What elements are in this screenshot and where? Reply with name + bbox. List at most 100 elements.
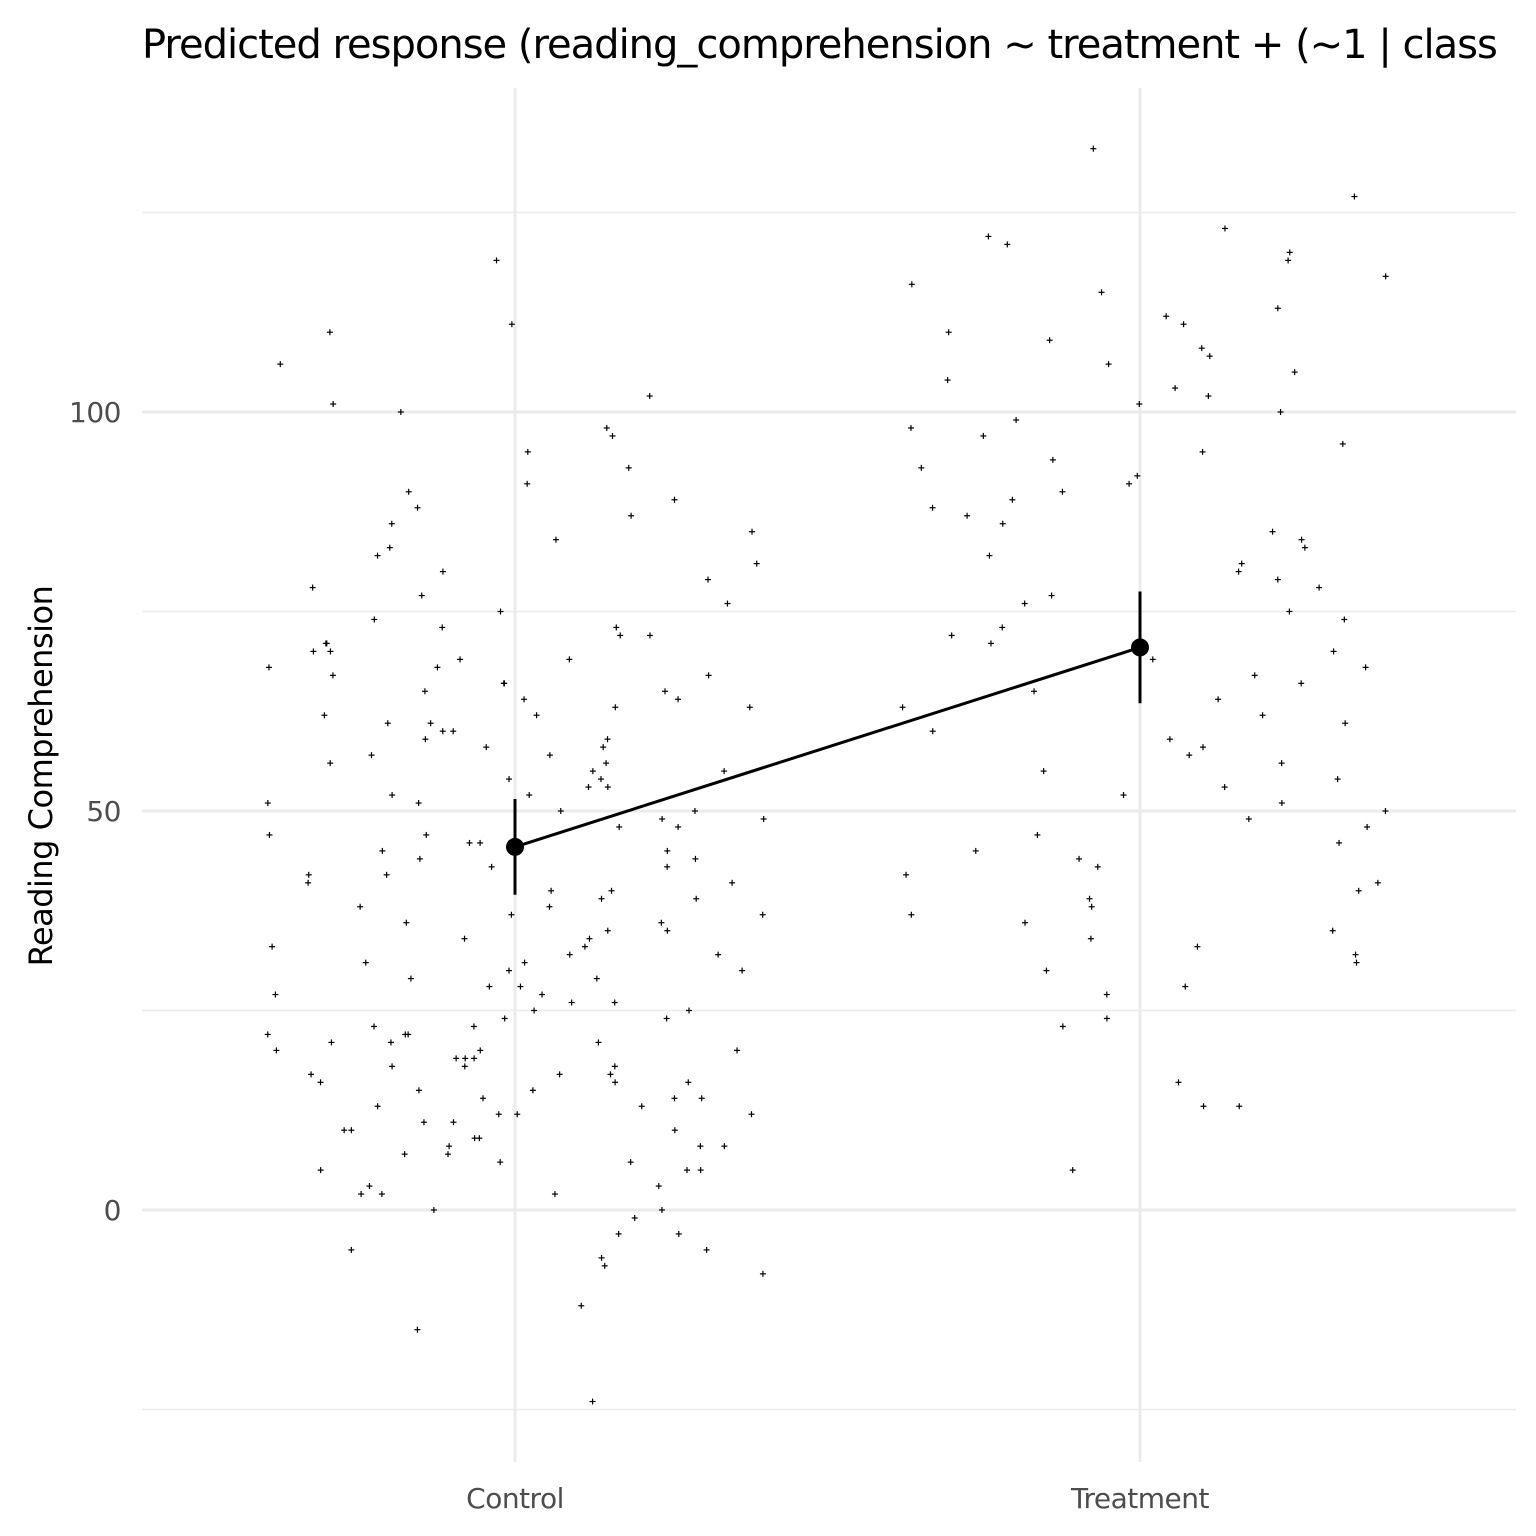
- data-point: [964, 512, 971, 519]
- data-point: [598, 1254, 605, 1261]
- data-point: [1382, 273, 1389, 280]
- data-point: [724, 600, 731, 607]
- data-point: [739, 967, 746, 974]
- data-point: [705, 576, 712, 583]
- data-point: [566, 951, 573, 958]
- data-point: [671, 1127, 678, 1134]
- data-point: [531, 1007, 538, 1014]
- data-point: [384, 720, 391, 727]
- data-point: [321, 712, 328, 719]
- data-point: [1199, 448, 1206, 455]
- data-point: [1126, 480, 1133, 487]
- data-point: [1022, 919, 1029, 926]
- data-point: [439, 624, 446, 631]
- data-point: [1278, 800, 1285, 807]
- data-point: [1269, 528, 1276, 535]
- data-point: [416, 855, 423, 862]
- data-point: [1059, 488, 1066, 495]
- data-point: [664, 863, 671, 870]
- data-point: [362, 959, 369, 966]
- data-point: [945, 329, 952, 336]
- data-point: [600, 744, 607, 751]
- data-point: [999, 520, 1006, 527]
- data-point: [1341, 616, 1348, 623]
- data-point: [748, 1111, 755, 1118]
- data-point: [309, 584, 316, 591]
- data-point: [546, 752, 553, 759]
- data-point: [521, 696, 528, 703]
- data-point: [617, 632, 624, 639]
- data-point: [603, 424, 610, 431]
- data-point: [664, 927, 671, 934]
- data-point: [1336, 839, 1343, 846]
- data-point: [495, 1111, 502, 1118]
- grid-layer: [142, 88, 1516, 1462]
- data-point: [371, 616, 378, 623]
- label-layer: 0 50 100 Control Treatment: [69, 396, 1210, 1515]
- data-point: [721, 768, 728, 775]
- data-point: [899, 704, 906, 711]
- data-point: [638, 1103, 645, 1110]
- data-point: [625, 464, 632, 471]
- y-axis-title: Reading Comprehension: [22, 586, 60, 967]
- data-point: [358, 1191, 365, 1198]
- data-point: [1329, 927, 1336, 934]
- data-point: [1200, 1103, 1207, 1110]
- data-point: [1059, 1023, 1066, 1030]
- data-point: [908, 281, 915, 288]
- data-point: [423, 831, 430, 838]
- data-point: [308, 1071, 315, 1078]
- data-point: [1013, 416, 1020, 423]
- data-point: [526, 792, 533, 799]
- data-point: [317, 1167, 324, 1174]
- data-point: [1362, 664, 1369, 671]
- data-point: [517, 983, 524, 990]
- data-point: [929, 728, 936, 735]
- data-point: [646, 632, 653, 639]
- data-point: [1103, 991, 1110, 998]
- data-point: [488, 863, 495, 870]
- data-point: [1206, 353, 1213, 360]
- data-point: [1134, 472, 1141, 479]
- data-point: [615, 1230, 622, 1237]
- data-point: [734, 1047, 741, 1054]
- data-point: [1149, 656, 1156, 663]
- data-point: [746, 704, 753, 711]
- data-point: [987, 640, 994, 647]
- data-point: [698, 1095, 705, 1102]
- data-point: [430, 1207, 437, 1213]
- data-point: [450, 1119, 457, 1126]
- data-point: [1086, 895, 1093, 902]
- data-point: [597, 776, 604, 783]
- data-point: [521, 959, 528, 966]
- data-point: [557, 808, 564, 814]
- data-point: [613, 624, 620, 631]
- data-point: [450, 728, 457, 735]
- data-point: [476, 1135, 483, 1142]
- data-point: [604, 784, 611, 791]
- data-point: [604, 927, 611, 934]
- data-point: [546, 903, 553, 910]
- data-point: [671, 1095, 678, 1102]
- data-point: [607, 1071, 614, 1078]
- data-point: [501, 680, 508, 687]
- data-point: [1285, 257, 1292, 264]
- data-point: [497, 608, 504, 615]
- data-point: [1352, 951, 1359, 958]
- data-point: [759, 1270, 766, 1277]
- data-point: [611, 1063, 618, 1070]
- data-point: [1221, 225, 1228, 232]
- data-point: [457, 656, 464, 663]
- data-point: [414, 504, 421, 511]
- data-point: [317, 1079, 324, 1086]
- data-point: [1330, 648, 1337, 655]
- data-point: [918, 464, 925, 471]
- data-point: [368, 752, 375, 759]
- data-point: [506, 776, 513, 783]
- data-point: [1048, 592, 1055, 599]
- data-point: [1215, 696, 1222, 703]
- data-point: [999, 624, 1006, 631]
- data-point: [1291, 369, 1298, 376]
- data-point: [446, 1143, 453, 1150]
